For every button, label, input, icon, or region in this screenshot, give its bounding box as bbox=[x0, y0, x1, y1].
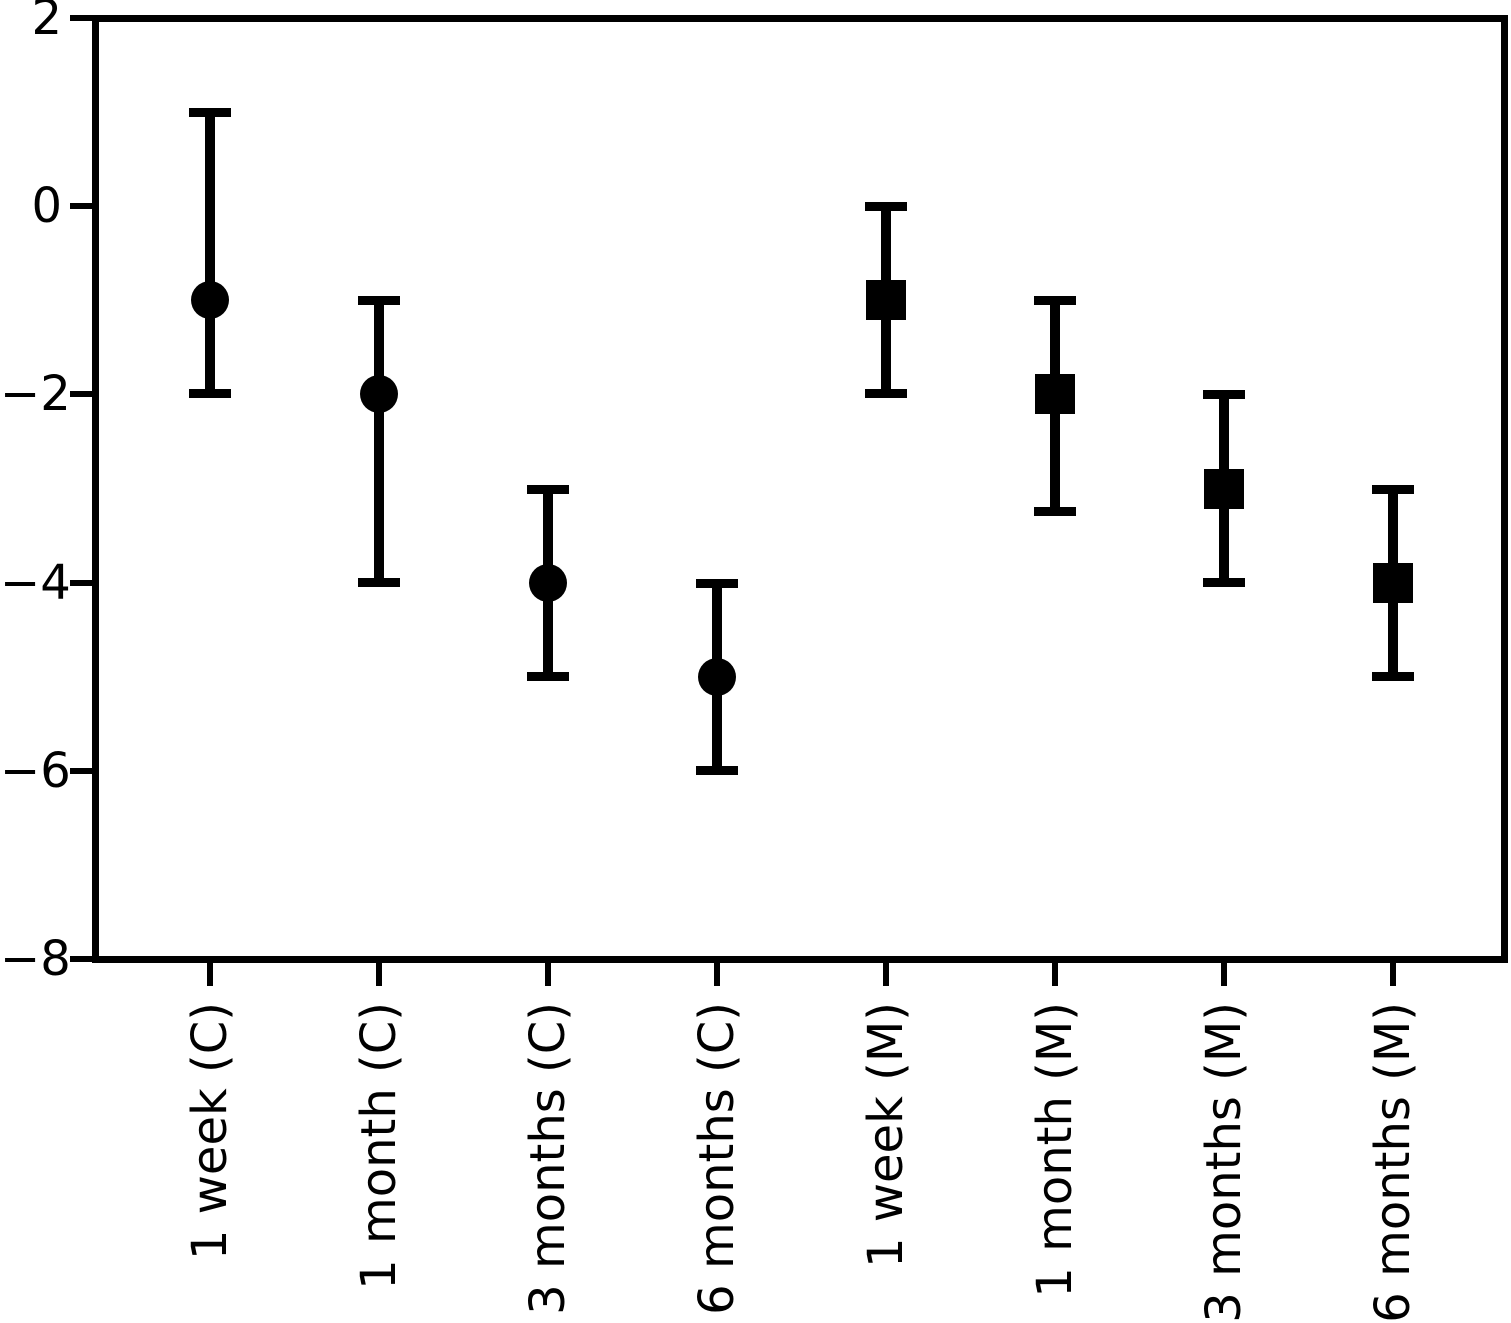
x-axis-tick bbox=[1221, 956, 1227, 986]
error-bar-line bbox=[205, 112, 215, 395]
error-bar-cap-upper bbox=[358, 296, 400, 306]
x-axis-tick bbox=[714, 956, 720, 986]
data-marker-circle bbox=[191, 281, 229, 320]
y-axis-tick-label: −4 bbox=[0, 554, 71, 611]
error-bar-cap-upper bbox=[1372, 484, 1414, 494]
error-bar-cap-lower bbox=[1203, 577, 1245, 587]
error-bar-cap-upper bbox=[1203, 390, 1245, 400]
x-axis-tick-label: 6 months (M) bbox=[1365, 1002, 1421, 1323]
x-axis-tick-label: 1 week (M) bbox=[858, 1002, 914, 1269]
y-axis-tick bbox=[70, 203, 98, 210]
x-axis-tick bbox=[207, 956, 213, 986]
x-axis-tick bbox=[883, 956, 889, 986]
error-bar-cap-upper bbox=[527, 484, 569, 494]
error-bar-line bbox=[374, 300, 384, 583]
x-axis-tick-label: 3 months (M) bbox=[1196, 1002, 1252, 1323]
data-marker-square bbox=[1035, 374, 1075, 415]
error-bar-cap-upper bbox=[865, 202, 907, 212]
x-axis-tick-label: 1 month (C) bbox=[351, 1002, 407, 1290]
error-bar-cap-lower bbox=[189, 389, 231, 399]
x-axis-tick bbox=[1052, 956, 1058, 986]
error-bar-cap-upper bbox=[189, 108, 231, 118]
x-axis-tick-label: 1 month (M) bbox=[1027, 1002, 1083, 1298]
data-marker-square bbox=[1373, 562, 1413, 603]
y-axis-tick-label: −2 bbox=[0, 366, 71, 423]
data-marker-square bbox=[866, 280, 906, 321]
plot-area bbox=[92, 15, 1508, 963]
x-axis-tick-label: 3 months (C) bbox=[520, 1002, 576, 1315]
x-axis-tick-label: 1 week (C) bbox=[182, 1002, 238, 1261]
error-bar-cap-upper bbox=[696, 578, 738, 588]
data-marker-circle bbox=[529, 563, 567, 602]
error-bar-cap-lower bbox=[865, 389, 907, 399]
x-axis-tick bbox=[1390, 956, 1396, 986]
x-axis-tick-label: 6 months (C) bbox=[689, 1002, 745, 1315]
data-marker-circle bbox=[698, 657, 736, 696]
y-axis-tick bbox=[70, 767, 98, 774]
y-axis-tick-label: −8 bbox=[0, 931, 71, 987]
error-bar-cap-lower bbox=[1372, 671, 1414, 681]
error-bar-cap-upper bbox=[1034, 296, 1076, 306]
y-axis-tick bbox=[70, 15, 98, 21]
y-axis-tick-label: 0 bbox=[31, 178, 62, 235]
x-axis-tick bbox=[376, 956, 382, 986]
y-axis-tick-label: 2 bbox=[31, 0, 62, 46]
data-marker-circle bbox=[360, 375, 398, 414]
error-bar-cap-lower bbox=[696, 765, 738, 775]
x-axis-tick bbox=[545, 956, 551, 986]
y-axis-tick-label: −6 bbox=[0, 742, 71, 799]
error-bar-cap-lower bbox=[358, 577, 400, 587]
y-axis-tick bbox=[70, 579, 98, 586]
error-bar-cap-lower bbox=[527, 671, 569, 681]
data-marker-square bbox=[1204, 468, 1244, 509]
error-bar-cap-lower bbox=[1034, 507, 1076, 517]
y-axis-tick bbox=[70, 391, 98, 398]
y-axis-tick bbox=[70, 956, 98, 962]
